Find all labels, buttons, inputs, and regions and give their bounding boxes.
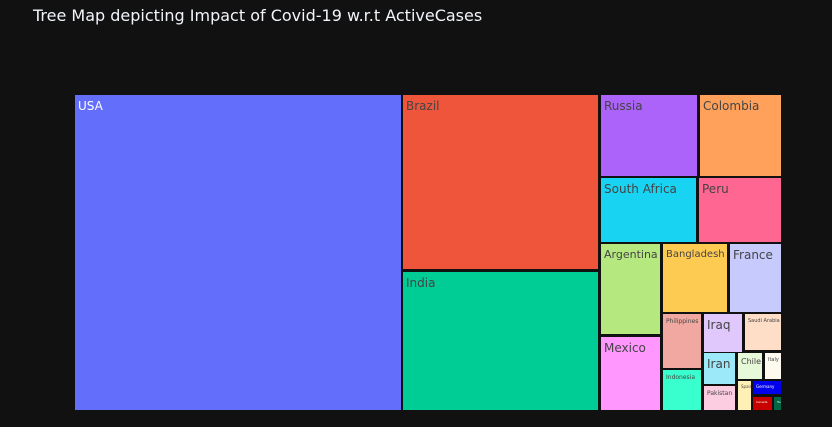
treemap-label-bangladesh: Bangladesh <box>666 249 725 260</box>
treemap-rect-turkey[interactable] <box>774 397 781 410</box>
treemap-label-brazil: Brazil <box>406 99 440 113</box>
treemap-tile-pakistan[interactable]: Pakistan <box>704 386 735 410</box>
treemap-rect-argentina[interactable] <box>601 244 660 334</box>
treemap-tile-iraq[interactable]: Iraq <box>704 314 742 352</box>
treemap-rect-germany[interactable] <box>753 381 781 394</box>
treemap-rect-iraq[interactable] <box>704 314 742 352</box>
treemap-label-germany: Germany <box>756 384 775 389</box>
treemap-rect-spain[interactable] <box>738 381 751 410</box>
chart-title: Tree Map depicting Impact of Covid-19 w.… <box>33 6 483 25</box>
treemap-rect-peru[interactable] <box>699 178 781 242</box>
treemap-tile-brazil[interactable]: Brazil <box>403 95 598 269</box>
treemap-rect-russia[interactable] <box>601 95 697 176</box>
treemap-rect-canada[interactable] <box>753 397 772 410</box>
treemap-rect-italy[interactable] <box>765 353 781 379</box>
treemap-rect-pakistan[interactable] <box>704 386 735 410</box>
treemap-rect-philippines[interactable] <box>663 314 701 368</box>
treemap-rect-south-africa[interactable] <box>601 178 696 242</box>
treemap-label-india: India <box>406 276 435 290</box>
treemap-label-chile: Chile <box>741 357 761 366</box>
treemap-tile-colombia[interactable]: Colombia <box>700 95 781 176</box>
treemap-tile-argentina[interactable]: Argentina <box>601 244 660 334</box>
treemap-tile-canada[interactable]: Canada <box>753 397 772 410</box>
treemap-rect-saudi-arabia[interactable] <box>745 314 781 350</box>
treemap-label-france: France <box>733 248 773 262</box>
treemap-tile-bangladesh[interactable]: Bangladesh <box>663 244 727 312</box>
treemap-tile-italy[interactable]: Italy <box>765 353 781 379</box>
treemap-label-iran: Iran <box>707 357 730 371</box>
treemap-label-saudi-arabia: Saudi Arabia <box>748 318 780 324</box>
treemap-tile-mexico[interactable]: Mexico <box>601 337 660 410</box>
treemap-label-canada: Canada <box>756 400 768 404</box>
treemap-label-peru: Peru <box>702 182 729 196</box>
treemap-label-mexico: Mexico <box>604 341 646 355</box>
treemap-rect-bangladesh[interactable] <box>663 244 727 312</box>
treemap-rect-chile[interactable] <box>738 353 762 379</box>
treemap-rect-france[interactable] <box>730 244 781 312</box>
treemap-tile-india[interactable]: India <box>403 272 598 410</box>
treemap-tile-chile[interactable]: Chile <box>738 353 762 379</box>
treemap-rect-indonesia[interactable] <box>663 370 701 410</box>
treemap-tile-usa[interactable]: USA <box>75 95 401 410</box>
treemap-tile-russia[interactable]: Russia <box>601 95 697 176</box>
treemap-tile-peru[interactable]: Peru <box>699 178 781 242</box>
treemap-label-indonesia: Indonesia <box>666 374 695 381</box>
treemap-rect-india[interactable] <box>403 272 598 410</box>
treemap-label-russia: Russia <box>604 99 643 113</box>
treemap-tile-south-africa[interactable]: South Africa <box>601 178 696 242</box>
treemap-tile-france[interactable]: France <box>730 244 781 312</box>
treemap-rect-mexico[interactable] <box>601 337 660 410</box>
treemap-label-usa: USA <box>78 99 104 113</box>
treemap-label-south-africa: South Africa <box>604 182 677 196</box>
treemap-label-iraq: Iraq <box>707 318 730 332</box>
treemap-label-italy: Italy <box>768 357 779 363</box>
treemap-tile-saudi-arabia[interactable]: Saudi Arabia <box>745 314 781 350</box>
treemap-rect-colombia[interactable] <box>700 95 781 176</box>
treemap-tile-iran[interactable]: Iran <box>704 353 735 384</box>
treemap-rect-usa[interactable] <box>75 95 401 410</box>
treemap-label-argentina: Argentina <box>604 248 658 261</box>
treemap-tile-philippines[interactable]: Philippines <box>663 314 701 368</box>
treemap-rect-brazil[interactable] <box>403 95 598 269</box>
treemap-label-pakistan: Pakistan <box>707 390 732 397</box>
treemap-rect-iran[interactable] <box>704 353 735 384</box>
treemap-label-philippines: Philippines <box>666 318 698 325</box>
treemap-tile-turkey[interactable]: Turkey <box>774 397 787 410</box>
treemap-label-colombia: Colombia <box>703 99 759 113</box>
treemap-label-turkey: Turkey <box>776 400 787 404</box>
treemap-label-spain: Spain <box>741 384 753 389</box>
treemap-tile-spain[interactable]: Spain <box>738 381 753 410</box>
treemap-tile-germany[interactable]: Germany <box>753 381 781 394</box>
treemap-tile-indonesia[interactable]: Indonesia <box>663 370 701 410</box>
